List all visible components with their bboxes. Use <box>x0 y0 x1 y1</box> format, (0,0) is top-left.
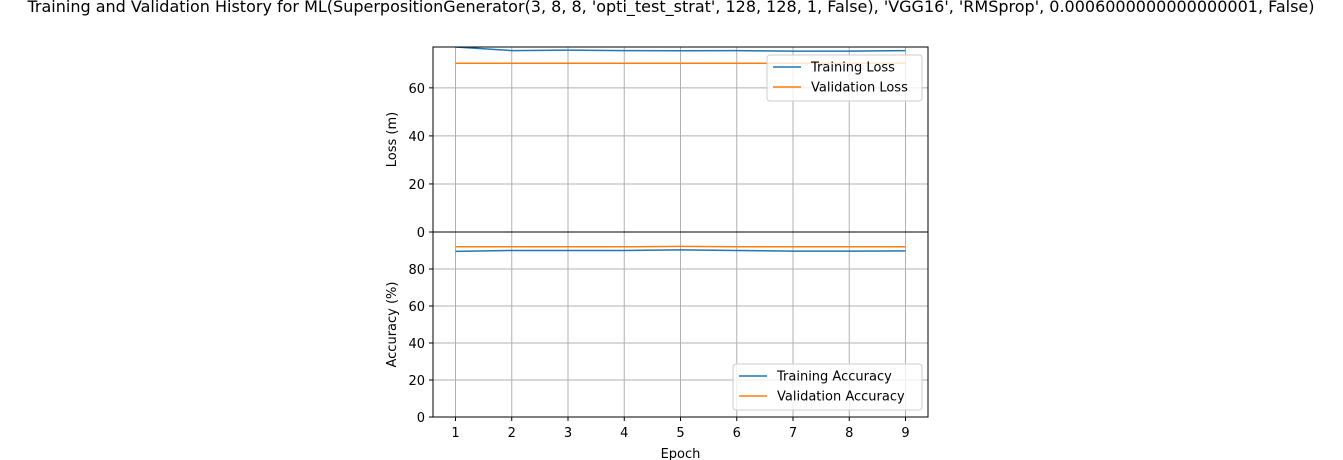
y-tick-label: 80 <box>408 263 425 278</box>
legend-label: Validation Accuracy <box>777 390 905 405</box>
x-tick-label: 1 <box>451 426 459 441</box>
legend-box <box>732 363 923 411</box>
x-tick-label: 6 <box>733 426 741 441</box>
legend-label: Validation Loss <box>811 81 908 96</box>
accuracy-panel: 0 20 40 60 80 1 2 3 4 5 6 7 8 9 Accuracy (%) Epoch Train… <box>385 231 929 460</box>
legend-box <box>766 54 923 102</box>
x-tick-label: 5 <box>676 426 684 441</box>
y-tick-label: 0 <box>417 226 425 241</box>
y-tick-label: 40 <box>408 337 425 352</box>
x-tick-label: 4 <box>620 426 628 441</box>
y-tick-label: 60 <box>408 300 425 315</box>
y-tick-label: 20 <box>408 178 425 193</box>
y-tick-label: 0 <box>417 411 425 426</box>
legend-label: Training Loss <box>810 61 895 76</box>
y-axis-label: Accuracy (%) <box>385 282 400 368</box>
legend-label: Training Accuracy <box>776 370 892 385</box>
y-tick-label: 60 <box>408 82 425 97</box>
x-tick-label: 9 <box>901 426 909 441</box>
series-line-training-accuracy <box>455 249 906 253</box>
x-tick-label: 2 <box>508 426 516 441</box>
y-tick-label: 20 <box>408 374 425 389</box>
x-tick-label: 3 <box>564 426 572 441</box>
x-axis-label: Epoch <box>661 447 701 460</box>
y-tick-label: 40 <box>408 130 425 145</box>
y-axis-label: Loss (m) <box>385 112 400 167</box>
loss-panel: 0 20 40 60 Loss (m) Training Loss Validation L… <box>385 46 929 241</box>
x-tick-label: 8 <box>845 426 853 441</box>
chart-title: Training and Validation History for ML(S… <box>26 0 1314 17</box>
series-line-training-loss <box>455 47 906 52</box>
x-tick-label: 7 <box>789 426 797 441</box>
